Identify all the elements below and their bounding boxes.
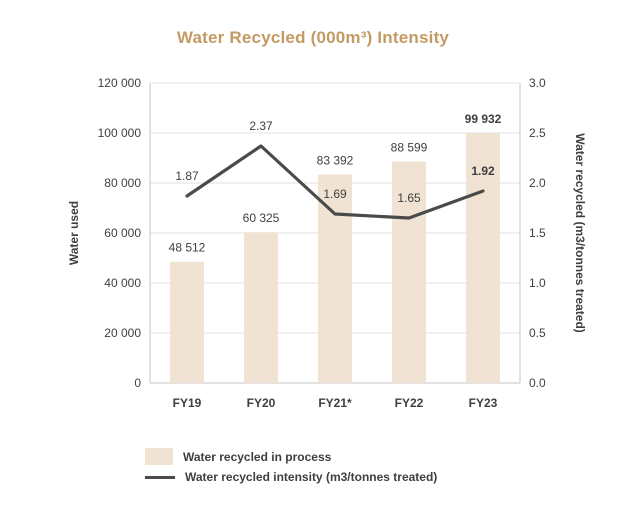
x-axis-tick-label: FY21* <box>318 396 352 410</box>
bar-FY21* <box>318 174 352 383</box>
right-axis-tick-label: 2.0 <box>529 176 546 190</box>
line-value-label: 1.92 <box>471 164 495 178</box>
right-axis-tick-label: 1.5 <box>529 226 546 240</box>
bar-value-label: 88 599 <box>391 141 428 155</box>
chart-title: Water Recycled (000m³) Intensity <box>176 28 450 47</box>
x-axis-tick-label: FY19 <box>173 396 202 410</box>
legend-item-line: Water recycled intensity (m3/tonnes trea… <box>145 470 626 484</box>
legend: Water recycled in process Water recycled… <box>145 448 626 484</box>
bar-series-swatch <box>145 448 173 465</box>
bar-value-label: 48 512 <box>169 241 206 255</box>
x-axis-tick-label: FY22 <box>395 396 424 410</box>
legend-label-line: Water recycled intensity (m3/tonnes trea… <box>185 470 438 484</box>
left-axis-tick-label: 0 <box>134 376 141 390</box>
left-axis-tick-label: 20 000 <box>104 326 141 340</box>
left-axis-tick-label: 60 000 <box>104 226 141 240</box>
bar-value-label: 83 392 <box>317 154 354 168</box>
intensity-line <box>185 144 485 220</box>
line-value-label: 1.87 <box>175 169 199 183</box>
bar-value-label: 60 325 <box>243 211 280 225</box>
legend-label-bar: Water recycled in process <box>183 449 332 464</box>
left-axis-tick-label: 100 000 <box>98 126 142 140</box>
left-axis-tick-label: 80 000 <box>104 176 141 190</box>
right-axis-tick-label: 1.0 <box>529 276 546 290</box>
right-axis-tick-label: 0.0 <box>529 376 546 390</box>
line-value-label: 2.37 <box>249 119 273 133</box>
chart-canvas: 0 0.0 20 000 0.5 40 000 1.0 60 000 1.5 80 000 2.0… <box>67 76 587 410</box>
bar-FY22 <box>392 161 426 383</box>
x-axis-tick-label: FY20 <box>247 396 276 410</box>
line-value-label: 1.69 <box>323 187 347 201</box>
bar-FY23 <box>466 133 500 383</box>
right-axis-tick-label: 0.5 <box>529 326 546 340</box>
line-series-swatch <box>145 475 175 479</box>
legend-item-bar: Water recycled in process <box>145 448 626 465</box>
right-axis-tick-label: 3.0 <box>529 76 546 90</box>
bar-FY20 <box>244 232 278 383</box>
left-axis-title: Water used <box>67 201 81 265</box>
right-axis-tick-label: 2.5 <box>529 126 546 140</box>
right-axis-title: Water recycled (m3/tonnes treated) <box>573 133 587 333</box>
x-axis-tick-label: FY23 <box>469 396 498 410</box>
line-value-label: 1.65 <box>397 191 421 205</box>
bar-value-label: 99 932 <box>465 112 502 126</box>
left-axis-tick-label: 120 000 <box>98 76 142 90</box>
left-axis-tick-label: 40 000 <box>104 276 141 290</box>
bar-FY19 <box>170 261 204 383</box>
